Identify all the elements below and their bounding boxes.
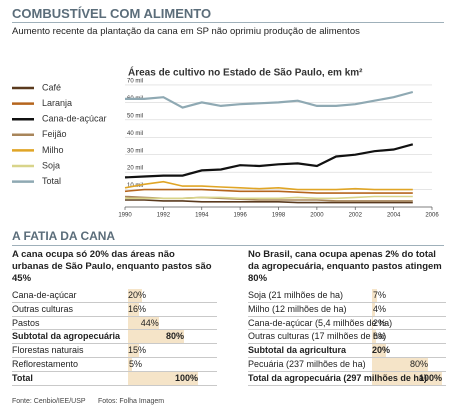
title: COMBUSTÍVEL COM ALIMENTO <box>12 6 212 21</box>
row-value: 100% <box>174 372 198 383</box>
row-label: Outras culturas (17 milhões de ha) <box>248 331 387 342</box>
row-value: 44% <box>140 317 159 328</box>
series-line <box>124 143 414 179</box>
table-row: Soja (21 milhões de ha) 7% <box>248 289 446 303</box>
table-row: Subtotal da agropecuária 80% <box>12 330 217 345</box>
x-tick-label: 2000 <box>310 213 324 219</box>
legend-label: Milho <box>42 145 64 155</box>
row-value: 15% <box>128 345 147 356</box>
legend-label: Cana-de-açúcar <box>42 114 107 124</box>
value-bar <box>128 357 132 371</box>
value-bar <box>372 371 442 385</box>
chart: Áreas de cultivo no Estado de São Paulo,… <box>12 66 439 219</box>
series-line <box>125 199 413 204</box>
legend-label: Café <box>42 82 61 92</box>
table-row: Reflorestamento 5% <box>12 357 217 372</box>
source: Fonte: Cenbio/IEE/USP <box>12 398 86 405</box>
y-tick-label: 40 mil <box>127 131 143 137</box>
value-bar <box>372 302 375 316</box>
value-bar <box>128 316 159 330</box>
table-heading: A cana ocupa só 20% das áreas não urbana… <box>12 249 212 284</box>
row-value: 16% <box>128 303 147 314</box>
title-rule <box>12 22 444 23</box>
subtitle: Aumento recente da plantação da cana em … <box>12 26 360 37</box>
legend-label: Laranja <box>42 98 72 108</box>
value-bar <box>128 289 142 302</box>
row-label: Soja (21 milhões de ha) <box>248 290 344 300</box>
row-value: 6% <box>372 331 386 342</box>
row-label: Pastos <box>12 317 40 328</box>
series-line <box>125 90 414 109</box>
table-row: Total da agropecuária (297 milhões de ha… <box>248 371 446 386</box>
table-row: Total 100% <box>12 371 217 386</box>
x-tick-label: 1990 <box>118 213 132 219</box>
row-value: 100% <box>418 372 442 383</box>
value-bar <box>372 316 374 330</box>
row-label: Cana-de-açúcar (5,4 milhões de ha) <box>248 317 393 328</box>
value-bar <box>128 330 184 344</box>
row-label: Total da agropecuária (297 milhões de ha… <box>248 372 427 383</box>
row-value: 4% <box>372 303 386 314</box>
y-tick-label: 50 mil <box>127 113 143 119</box>
y-tick-label: 30 mil <box>127 148 143 154</box>
row-label: Subtotal da agropecuária <box>12 331 121 342</box>
series-line <box>124 180 413 191</box>
chart-title: Áreas de cultivo no Estado de São Paulo,… <box>128 66 363 79</box>
row-label: Reflorestamento <box>12 358 79 369</box>
row-value: 80% <box>165 331 184 342</box>
value-bar <box>372 357 428 371</box>
row-value: 20% <box>128 290 147 300</box>
section-rule <box>12 245 444 246</box>
x-tick-label: 2006 <box>425 213 439 219</box>
series-line <box>125 195 413 200</box>
row-value: 80% <box>409 358 428 369</box>
x-tick-label: 2002 <box>349 213 363 219</box>
legend-label: Soja <box>42 160 60 170</box>
table: No Brasil, cana ocupa apenas 2% do total… <box>248 249 446 386</box>
row-label: Cana-de-açúcar <box>12 290 77 300</box>
table: A cana ocupa só 20% das áreas não urbana… <box>12 249 217 386</box>
row-value: 5% <box>128 358 142 369</box>
table-row: Cana-de-açúcar 20% <box>12 289 217 303</box>
table-row: Pastos 44% <box>12 316 217 331</box>
table-row: Florestas naturais 15% <box>12 344 217 358</box>
row-label: Milho (12 milhões de ha) <box>248 303 347 314</box>
value-bar <box>372 330 377 344</box>
table-heading: No Brasil, cana ocupa apenas 2% do total… <box>248 249 442 284</box>
section-title: A FATIA DA CANA <box>12 229 116 243</box>
value-bar <box>372 289 377 302</box>
row-label: Total <box>12 372 33 383</box>
table-row: Subtotal da agricultura 20% <box>248 344 446 358</box>
row-label: Pecuária (237 milhões de ha) <box>248 358 366 369</box>
value-bar <box>128 302 140 316</box>
row-label: Florestas naturais <box>12 345 84 356</box>
row-value: 7% <box>372 290 386 300</box>
table-row: Pecuária (237 milhões de ha) 80% <box>248 357 446 372</box>
x-tick-label: 1998 <box>272 213 286 219</box>
row-value: 20% <box>372 345 391 356</box>
legend-label: Total <box>42 176 61 186</box>
credits: Fotos: Folha Imagem <box>98 398 165 405</box>
table-row: Outras culturas (17 milhões de ha) 6% <box>248 330 446 345</box>
x-tick-label: 1994 <box>195 213 209 219</box>
row-label: Outras culturas <box>12 303 74 314</box>
table-row: Outras culturas 16% <box>12 302 217 317</box>
legend-label: Feijão <box>42 129 67 139</box>
row-value: 2% <box>372 317 386 328</box>
value-bar <box>372 344 386 357</box>
y-tick-label: 70 mil <box>127 79 143 85</box>
value-bar <box>128 371 198 385</box>
table-row: Milho (12 milhões de ha) 4% <box>248 302 446 317</box>
x-tick-label: 2004 <box>387 213 401 219</box>
x-tick-label: 1992 <box>157 213 171 219</box>
value-bar <box>128 344 139 357</box>
x-tick-label: 1996 <box>233 213 247 219</box>
y-tick-label: 20 mil <box>127 166 143 172</box>
series-line <box>124 188 413 194</box>
row-label: Subtotal da agricultura <box>248 345 347 356</box>
table-row: Cana-de-açúcar (5,4 milhões de ha) 2% <box>248 316 446 331</box>
